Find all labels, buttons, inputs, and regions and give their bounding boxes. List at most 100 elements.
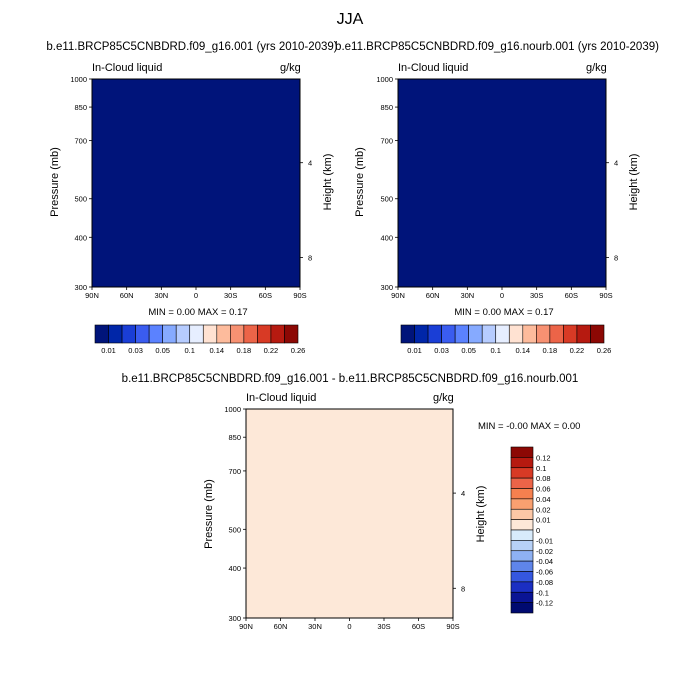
panel2-colorbar-swatch	[536, 324, 551, 344]
panel1-colorbar-swatch	[243, 324, 258, 344]
panel1-colorbar-swatch	[202, 324, 218, 344]
panel2-colorbar-label: 0.01	[407, 346, 422, 355]
panel1-colorbar-swatch	[270, 324, 285, 344]
panel2-colorbar-swatch	[576, 324, 591, 344]
panel2-colorbar-swatch	[522, 324, 537, 344]
panel1-colorbar-label: 0.22	[264, 346, 279, 355]
panel2-colorbar-swatch	[400, 324, 415, 344]
panel1-colorbar-swatch	[230, 324, 245, 344]
panel1-xtick-label: 60S	[259, 291, 272, 300]
panel1-right-label: g/kg	[280, 62, 301, 74]
panel1-xtick-label: 30S	[224, 291, 237, 300]
panel2-ytick-label: 400	[380, 233, 393, 242]
panel3-colorbar-swatch	[510, 591, 534, 603]
panel2-colorbar-label: 0.22	[570, 346, 585, 355]
panel2-colorbar-swatch	[563, 324, 578, 344]
panel1-colorbar-swatch	[216, 324, 231, 344]
panel3-xtick-label: 90N	[239, 622, 253, 631]
panel3-xtick-label: 90S	[446, 622, 459, 631]
panel1-ytick-label: 500	[74, 195, 87, 204]
panel2-missing	[573, 75, 601, 79]
panel1-colorbar-label: 0.1	[185, 346, 195, 355]
panel2-colorbar-label: 0.05	[461, 346, 476, 355]
panel3-colorbar-label: 0.06	[536, 485, 551, 494]
page-title: JJA	[336, 11, 364, 28]
panel1-ytick-label: 1000	[70, 75, 87, 84]
panel3-left-label: In-Cloud liquid	[246, 392, 317, 404]
panel2-colorbar-label: 0.14	[515, 346, 530, 355]
panel3-colorbar-swatch	[510, 581, 534, 593]
panel1-colorbar-label: 0.18	[237, 346, 252, 355]
panel3-ytick-label: 400	[228, 564, 241, 573]
panel2-xtick-label: 60S	[565, 291, 578, 300]
panel2-xtick-label: 30S	[530, 291, 543, 300]
panel1-colorbar-swatch	[108, 324, 123, 344]
panel3-colorbar-swatch	[510, 446, 534, 458]
panel1-left-label: In-Cloud liquid	[92, 62, 163, 74]
panel2-ylabel: Pressure (mb)	[354, 147, 366, 217]
panel2-colorbar-swatch	[590, 324, 605, 344]
panel3-xtick-label: 30S	[377, 622, 390, 631]
panel2-y2tick-label: 4	[614, 159, 618, 168]
panel2-xtick-label: 0	[500, 291, 504, 300]
panel1-colorbar-swatch	[162, 324, 177, 344]
panel1-colorbar-swatch	[175, 324, 191, 344]
panel2-colorbar-swatch	[481, 324, 497, 344]
panel2-left-label: In-Cloud liquid	[398, 62, 469, 74]
panel1-colorbar-label: 0.26	[291, 346, 306, 355]
panel3-right-label: g/kg	[433, 392, 454, 404]
panel3-colorbar-label: 0	[536, 526, 540, 535]
panel3-background	[246, 409, 453, 618]
panel1-colorbar-label: 0.01	[101, 346, 116, 355]
panel3-colorbar-label: -0.06	[536, 568, 553, 577]
panel3-colorbar-swatch	[510, 457, 534, 469]
panel2-right-label: g/kg	[586, 62, 607, 74]
panel3-colorbar-swatch	[510, 529, 534, 541]
panel3-colorbar-label: 0.04	[536, 495, 551, 504]
panel3-y2tick-label: 8	[461, 584, 465, 593]
panel3-stats: MIN = -0.00 MAX = 0.00	[478, 421, 581, 432]
panel3-y2label: Height (km)	[475, 485, 487, 543]
panel1-ytick-label: 400	[74, 233, 87, 242]
panel2-xtick-label: 90S	[599, 291, 612, 300]
panel1-y2tick-label: 8	[308, 253, 312, 262]
panel3-ylabel: Pressure (mb)	[203, 479, 215, 549]
panel1-colorbar-swatch	[148, 324, 163, 344]
panel3-colorbar-label: -0.02	[536, 547, 553, 556]
panel3-colorbar-label: -0.1	[536, 588, 549, 597]
panel3-colorbar-label: -0.01	[536, 536, 553, 545]
panel3-colorbar-swatch	[510, 602, 534, 614]
panel2-stats: MIN = 0.00 MAX = 0.17	[454, 307, 554, 318]
panel3-xtick-label: 60N	[274, 622, 288, 631]
panel2-colorbar-swatch	[427, 324, 442, 344]
panel3-colorbar-label: 0.01	[536, 516, 551, 525]
panel1-colorbar-label: 0.03	[128, 346, 143, 355]
panel3-missing	[420, 405, 448, 409]
panel2-colorbar-swatch	[454, 324, 469, 344]
panel2-colorbar-swatch	[508, 324, 524, 344]
panel3-colorbar-swatch	[510, 560, 534, 572]
panel3-colorbar-swatch	[510, 488, 534, 500]
panel3-y2tick-label: 4	[461, 489, 465, 498]
panel2-xtick-label: 90N	[391, 291, 405, 300]
panel1-stats: MIN = 0.00 MAX = 0.17	[148, 307, 248, 318]
panel1-title: b.e11.BRCP85C5CNBDRD.f09_g16.001 (yrs 20…	[46, 41, 338, 53]
panel3-colorbar-swatch	[510, 477, 534, 489]
panel2-y2tick-label: 8	[614, 253, 618, 262]
panel1-colorbar-label: 0.14	[209, 346, 224, 355]
panel2-colorbar-label: 0.03	[434, 346, 449, 355]
panel3-colorbar-label: 0.08	[536, 474, 551, 483]
panel1-xtick-label: 60N	[120, 291, 134, 300]
panel3-ytick-label: 1000	[224, 405, 241, 414]
panel3-ytick-label: 700	[228, 467, 241, 476]
panel1-colorbar-swatch	[121, 324, 136, 344]
panel1-xtick-label: 0	[194, 291, 198, 300]
panel1-colorbar-swatch	[284, 324, 299, 344]
panel3-xtick-label: 30N	[308, 622, 322, 631]
panel2-colorbar-label: 0.26	[597, 346, 612, 355]
panel3-colorbar-label: -0.12	[536, 599, 553, 608]
panel2-ytick-label: 700	[380, 137, 393, 146]
panel3-colorbar-label: 0.12	[536, 453, 551, 462]
panel2-xtick-label: 60N	[426, 291, 440, 300]
panel2-background	[398, 79, 606, 287]
